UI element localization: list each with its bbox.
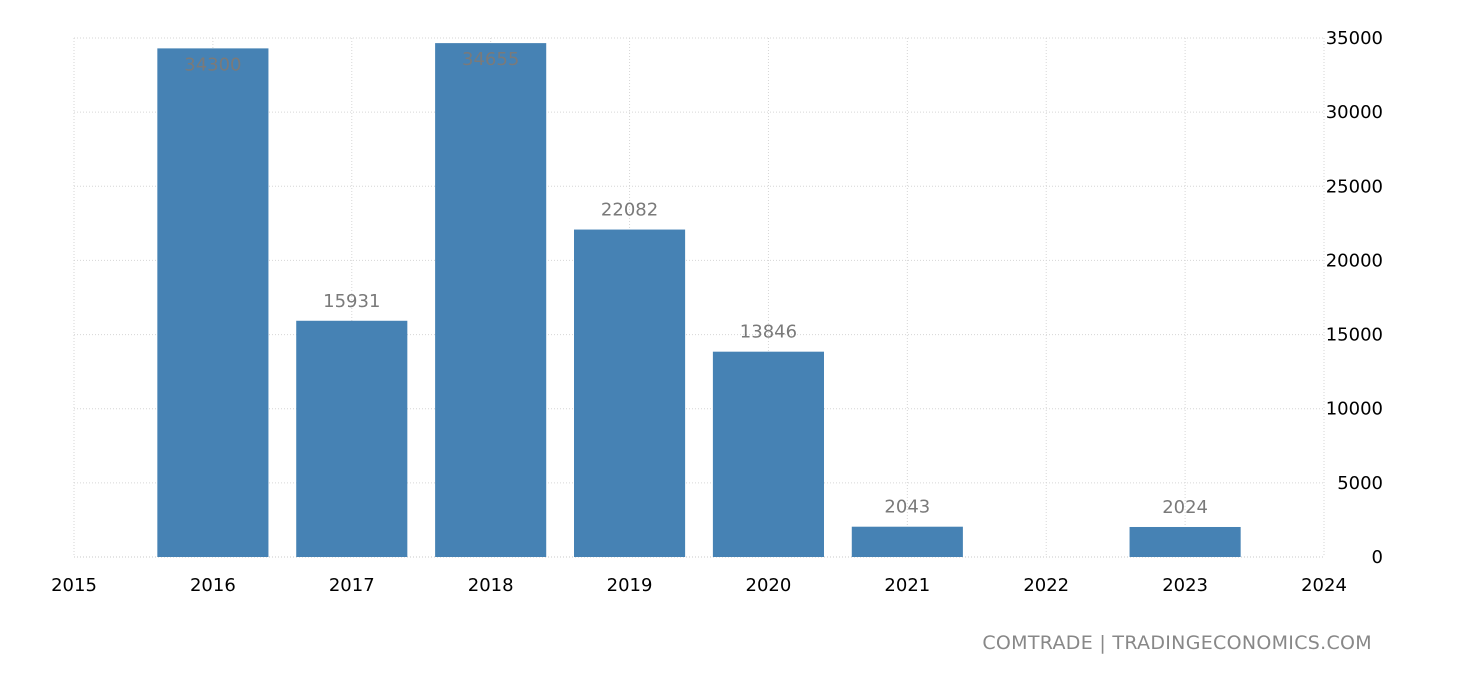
data-label-2017: 15931 [323, 291, 380, 312]
x-tick-label-2023: 2023 [1162, 575, 1208, 596]
data-label-2016: 34300 [184, 54, 241, 75]
y-tick-label-0: 0 [1372, 547, 1383, 568]
bar-2018 [435, 43, 547, 558]
y-tick-label-30000: 30000 [1326, 102, 1383, 123]
x-tick-label-2017: 2017 [329, 575, 375, 596]
y-tick-label-10000: 10000 [1326, 399, 1383, 420]
x-tick-label-2024: 2024 [1301, 575, 1347, 596]
x-tick-label-2015: 2015 [51, 575, 97, 596]
x-axis-ticks: 2015 2016 2017 2018 2019 2020 2021 2022 2023 2024 [51, 575, 1347, 596]
y-axis-ticks: 0 5000 10000 15000 20000 25000 30000 35000 [1326, 28, 1383, 568]
data-label-2019: 22082 [601, 200, 658, 221]
y-tick-label-25000: 25000 [1326, 176, 1383, 197]
x-tick-label-2016: 2016 [190, 575, 236, 596]
data-label-2018: 34655 [462, 49, 519, 70]
bar-2021 [851, 526, 963, 557]
y-tick-label-35000: 35000 [1326, 28, 1383, 49]
x-tick-label-2019: 2019 [607, 575, 653, 596]
bar-2019 [574, 229, 686, 557]
y-tick-label-15000: 15000 [1326, 325, 1383, 346]
bar-2020 [712, 351, 824, 557]
y-tick-label-20000: 20000 [1326, 250, 1383, 271]
x-tick-label-2021: 2021 [884, 575, 930, 596]
data-label-2023: 2024 [1162, 497, 1208, 518]
source-footer: COMTRADE | TRADINGECONOMICS.COM [982, 632, 1372, 654]
bar-2017 [296, 320, 408, 557]
data-label-2020: 13846 [740, 322, 797, 343]
bar-2023 [1129, 526, 1241, 557]
y-tick-label-5000: 5000 [1337, 473, 1383, 494]
x-tick-label-2022: 2022 [1023, 575, 1069, 596]
bars [157, 43, 1241, 558]
bar-2016 [157, 48, 269, 557]
x-tick-label-2018: 2018 [468, 575, 514, 596]
x-tick-label-2020: 2020 [746, 575, 792, 596]
data-labels: 34300 15931 34655 22082 13846 2043 2024 [184, 49, 1208, 518]
data-label-2021: 2043 [884, 497, 930, 518]
